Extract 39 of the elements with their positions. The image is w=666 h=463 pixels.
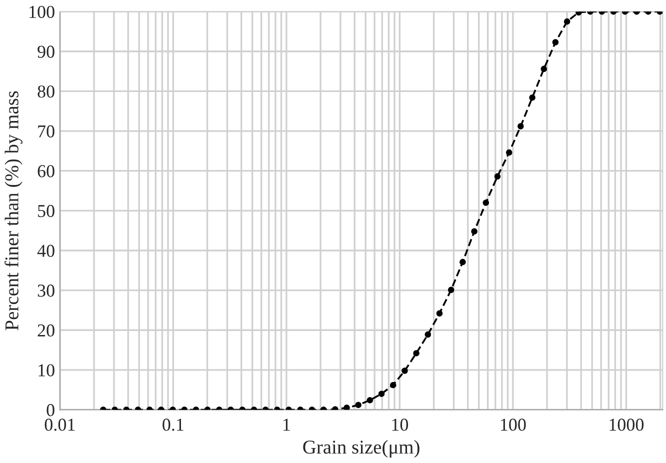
point: [460, 258, 466, 266]
x-tick-label: 10: [392, 418, 408, 431]
y-tick-label: 60: [38, 165, 54, 178]
y-tick-label: 50: [38, 204, 54, 218]
point: [529, 94, 536, 101]
point: [424, 331, 432, 338]
point: [390, 382, 396, 388]
point: [413, 350, 420, 356]
point: [344, 404, 350, 410]
point: [518, 123, 524, 130]
point: [448, 286, 454, 294]
y-tick-label: 30: [38, 284, 54, 297]
y-tick-label: 70: [38, 125, 54, 138]
point: [494, 173, 501, 180]
point: [471, 228, 478, 234]
point: [378, 390, 385, 397]
y-tick-label: 80: [38, 85, 54, 98]
x-tick-label: 0.01: [44, 418, 75, 431]
y-axis-title: Percent finer than (%) by mass: [4, 91, 22, 330]
point: [540, 66, 547, 72]
y-tick-label: 0: [46, 404, 54, 416]
point: [355, 402, 362, 408]
x-axis-title: Grain size(μm): [303, 440, 420, 458]
y-tick-label: 10: [38, 364, 54, 376]
point: [436, 310, 443, 317]
point: [552, 39, 559, 46]
point: [402, 368, 408, 374]
y-tick-label: 90: [38, 46, 54, 58]
x-tick-label: 100: [500, 418, 526, 431]
x-tick-label: 1: [284, 418, 290, 431]
y-tick-label: 40: [37, 244, 54, 257]
point: [482, 200, 490, 206]
x-tick-label: 1000: [610, 418, 644, 431]
y-tick-label: 100: [30, 6, 54, 18]
y-tick-label: 20: [38, 324, 54, 337]
x-tick-label: 0.1: [162, 418, 184, 431]
point: [366, 397, 374, 404]
point: [564, 18, 570, 25]
point: [506, 149, 512, 156]
